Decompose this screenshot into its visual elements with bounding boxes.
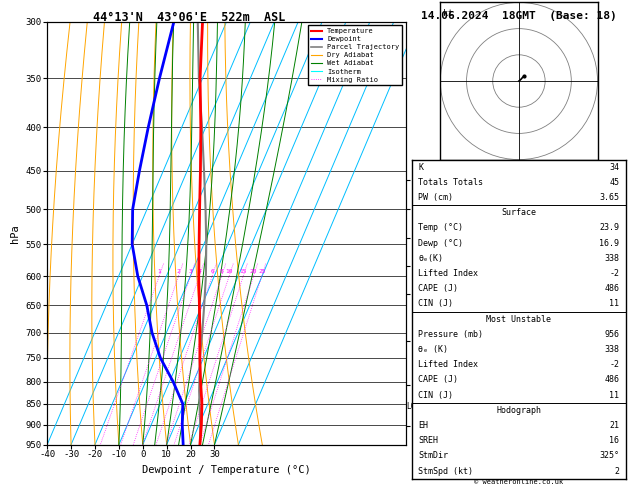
Text: 486: 486 — [604, 376, 620, 384]
Text: 2: 2 — [177, 269, 181, 274]
Text: 1: 1 — [157, 269, 161, 274]
Text: 16.9: 16.9 — [599, 239, 620, 248]
Text: 14.06.2024  18GMT  (Base: 18): 14.06.2024 18GMT (Base: 18) — [421, 11, 617, 21]
Text: 44°13'N  43°06'E  522m  ASL: 44°13'N 43°06'E 522m ASL — [92, 11, 285, 24]
Text: θₑ (K): θₑ (K) — [418, 345, 448, 354]
Text: 3.65: 3.65 — [599, 193, 620, 202]
Text: 16: 16 — [610, 436, 620, 445]
Text: 11: 11 — [610, 391, 620, 399]
Text: CAPE (J): CAPE (J) — [418, 284, 459, 293]
Text: 20: 20 — [250, 269, 257, 274]
Text: 956: 956 — [604, 330, 620, 339]
Text: StmSpd (kt): StmSpd (kt) — [418, 467, 474, 476]
X-axis label: Dewpoint / Temperature (°C): Dewpoint / Temperature (°C) — [142, 465, 311, 475]
Text: © weatheronline.co.uk: © weatheronline.co.uk — [474, 479, 564, 485]
Text: 4: 4 — [198, 269, 201, 274]
Text: CAPE (J): CAPE (J) — [418, 376, 459, 384]
Text: 3: 3 — [189, 269, 192, 274]
Text: 486: 486 — [604, 284, 620, 293]
Text: 23.9: 23.9 — [599, 224, 620, 232]
Text: 8: 8 — [220, 269, 223, 274]
Text: 10: 10 — [225, 269, 233, 274]
Text: Temp (°C): Temp (°C) — [418, 224, 464, 232]
Text: EH: EH — [418, 421, 428, 430]
Text: 25: 25 — [258, 269, 265, 274]
Text: CIN (J): CIN (J) — [418, 391, 454, 399]
Y-axis label: hPa: hPa — [10, 224, 20, 243]
Text: Pressure (mb): Pressure (mb) — [418, 330, 484, 339]
Text: CIN (J): CIN (J) — [418, 299, 454, 309]
Text: θₑ(K): θₑ(K) — [418, 254, 443, 263]
Text: 2: 2 — [615, 467, 620, 476]
Text: Most Unstable: Most Unstable — [486, 314, 552, 324]
Text: LCL: LCL — [406, 402, 420, 412]
Text: -2: -2 — [610, 360, 620, 369]
Legend: Temperature, Dewpoint, Parcel Trajectory, Dry Adiabat, Wet Adiabat, Isotherm, Mi: Temperature, Dewpoint, Parcel Trajectory… — [308, 25, 402, 86]
Text: PW (cm): PW (cm) — [418, 193, 454, 202]
Text: kt: kt — [443, 9, 453, 17]
Text: 338: 338 — [604, 254, 620, 263]
Text: 34: 34 — [610, 163, 620, 172]
Text: K: K — [418, 163, 423, 172]
Y-axis label: Mixing Ratio (g/kg): Mixing Ratio (g/kg) — [419, 186, 428, 281]
Text: SREH: SREH — [418, 436, 438, 445]
Text: 45: 45 — [610, 178, 620, 187]
Text: StmDir: StmDir — [418, 451, 448, 460]
Text: Dewp (°C): Dewp (°C) — [418, 239, 464, 248]
Text: 21: 21 — [610, 421, 620, 430]
Text: 6: 6 — [210, 269, 214, 274]
Text: 338: 338 — [604, 345, 620, 354]
Text: 11: 11 — [610, 299, 620, 309]
Text: Surface: Surface — [501, 208, 537, 217]
Text: Lifted Index: Lifted Index — [418, 269, 479, 278]
Text: Hodograph: Hodograph — [496, 406, 542, 415]
Text: Totals Totals: Totals Totals — [418, 178, 484, 187]
Text: -2: -2 — [610, 269, 620, 278]
Text: 15: 15 — [240, 269, 247, 274]
Text: Lifted Index: Lifted Index — [418, 360, 479, 369]
Text: 325°: 325° — [599, 451, 620, 460]
